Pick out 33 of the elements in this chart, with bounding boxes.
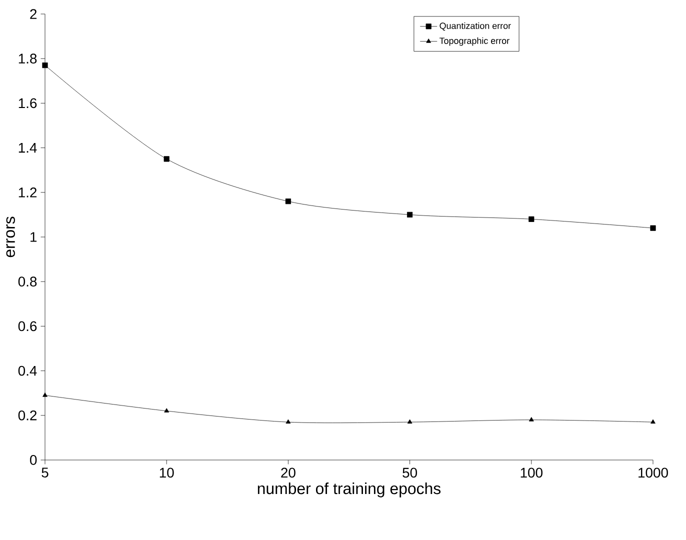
point xyxy=(407,212,413,218)
x-tick-label: 50 xyxy=(402,468,418,478)
point xyxy=(164,156,170,162)
y-tick-label: 0.2 xyxy=(18,410,37,420)
point xyxy=(42,392,48,397)
point xyxy=(650,419,656,424)
legend-label: Quantization error xyxy=(440,22,511,31)
legend-label: Topographic error xyxy=(440,37,510,46)
x-tick-label: 100 xyxy=(520,468,542,478)
y-tick-label: 1.8 xyxy=(18,54,37,64)
y-tick-label: 0.4 xyxy=(18,366,37,376)
point xyxy=(528,216,534,222)
x-tick-label: 1000 xyxy=(638,468,668,478)
y-tick-label: 1.6 xyxy=(18,98,37,108)
x-tick-label: 20 xyxy=(281,468,296,478)
point xyxy=(42,62,48,68)
y-tick-label: 0.8 xyxy=(18,276,37,287)
point xyxy=(164,408,170,412)
point xyxy=(528,417,534,422)
y-tick-label: 1.2 xyxy=(18,188,37,198)
y-tick-label: 0 xyxy=(30,455,37,465)
y-tick-label: 2 xyxy=(30,9,37,19)
x-tick-label: 10 xyxy=(160,468,174,478)
y-axis-title: errors xyxy=(6,216,15,258)
point xyxy=(286,419,291,424)
point xyxy=(285,198,291,204)
y-tick-label: 1.4 xyxy=(18,143,37,153)
x-axis-title: number of training epochs xyxy=(258,482,441,498)
point xyxy=(407,419,412,424)
y-tick-label: 1 xyxy=(30,232,37,242)
point xyxy=(650,225,656,231)
x-tick-label: 5 xyxy=(42,468,48,478)
y-tick-label: 0.6 xyxy=(18,321,37,332)
